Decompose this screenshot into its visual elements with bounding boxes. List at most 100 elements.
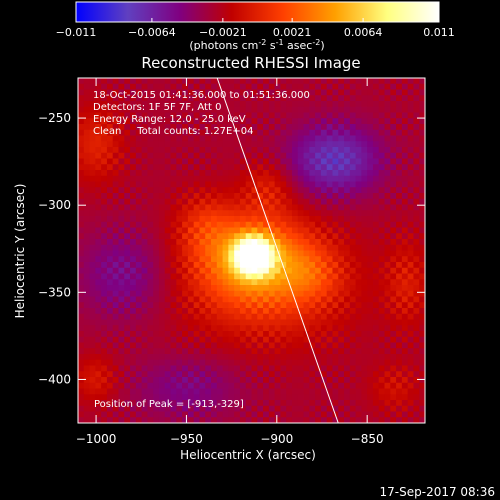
heatmap-cell — [101, 193, 108, 200]
heatmap-cell — [280, 411, 287, 418]
heatmap-cell — [83, 348, 91, 355]
heatmap-cell — [332, 417, 339, 423]
heatmap-cell — [407, 331, 415, 338]
heatmap-cell — [222, 204, 229, 211]
heatmap-cell — [407, 285, 415, 292]
heatmap-cell — [326, 290, 334, 298]
heatmap-cell — [297, 302, 305, 309]
heatmap-cell — [326, 198, 334, 206]
heatmap-cell — [251, 175, 258, 183]
heatmap-cell — [286, 365, 293, 372]
heatmap-cell — [291, 256, 299, 263]
heatmap-cell — [147, 348, 154, 355]
heatmap-cell — [291, 394, 299, 401]
heatmap-cell — [326, 308, 334, 315]
heatmap-cell — [124, 221, 131, 229]
heatmap-cell — [320, 354, 328, 361]
heatmap-cell — [372, 193, 380, 200]
heatmap-cell — [95, 325, 102, 332]
heatmap-cell — [211, 308, 218, 315]
heatmap-cell — [176, 106, 183, 114]
heatmap-cell — [309, 331, 316, 338]
heatmap-cell — [280, 250, 287, 257]
heatmap-cell — [407, 394, 415, 401]
heatmap-cell — [372, 296, 380, 303]
heatmap-cell — [89, 164, 96, 171]
heatmap-cell — [89, 342, 96, 349]
heatmap-cell — [280, 164, 287, 171]
heatmap-cell — [268, 365, 276, 372]
heatmap-cell — [367, 262, 374, 269]
heatmap-cell — [280, 193, 287, 200]
heatmap-cell — [101, 244, 108, 252]
heatmap-cell — [378, 336, 386, 344]
heatmap-cell — [78, 417, 85, 423]
heatmap-cell — [378, 193, 386, 200]
heatmap-cell — [390, 250, 397, 257]
heatmap-cell — [280, 221, 287, 229]
heatmap-cell — [390, 193, 397, 200]
heatmap-cell — [118, 181, 125, 188]
heatmap-cell — [205, 216, 212, 223]
heatmap-cell — [245, 331, 253, 338]
heatmap-cell — [349, 233, 357, 240]
heatmap-cell — [193, 78, 201, 85]
heatmap-cell — [83, 193, 91, 200]
heatmap-cell — [378, 256, 386, 263]
heatmap-cell — [222, 147, 229, 154]
heatmap-cell — [286, 359, 293, 367]
heatmap-cell — [251, 382, 258, 390]
heatmap-cell — [263, 273, 270, 280]
heatmap-cell — [291, 400, 299, 407]
heatmap-cell — [135, 124, 143, 131]
heatmap-cell — [378, 147, 386, 154]
heatmap-cell — [147, 187, 154, 194]
heatmap-cell — [251, 319, 258, 326]
heatmap-cell — [332, 118, 339, 125]
heatmap-cell — [124, 170, 131, 177]
heatmap-cell — [291, 158, 299, 165]
heatmap-cell — [141, 400, 148, 407]
heatmap-cell — [332, 388, 339, 395]
heatmap-cell — [297, 101, 305, 108]
heatmap-cell — [158, 279, 166, 286]
heatmap-cell — [297, 371, 305, 378]
heatmap-cell — [83, 118, 91, 125]
heatmap-cell — [164, 181, 172, 188]
heatmap-cell — [147, 267, 154, 275]
heatmap-cell — [401, 417, 409, 423]
heatmap-cell — [407, 388, 415, 395]
heatmap-cell — [112, 262, 120, 269]
heatmap-cell — [187, 78, 195, 85]
heatmap-cell — [83, 181, 91, 188]
heatmap-cell — [83, 204, 91, 211]
heatmap-cell — [216, 216, 224, 223]
heatmap-cell — [182, 147, 189, 154]
heatmap-cell — [176, 216, 183, 223]
heatmap-cell — [390, 129, 397, 137]
heatmap-cell — [170, 233, 177, 240]
heatmap-cell — [297, 118, 305, 125]
heatmap-cell — [344, 325, 351, 332]
heatmap-cell — [216, 331, 224, 338]
heatmap-cell — [216, 152, 224, 160]
heatmap-cell — [187, 313, 195, 321]
heatmap-cell — [222, 336, 229, 344]
heatmap-cell — [141, 331, 148, 338]
heatmap-cell — [239, 244, 247, 252]
heatmap-cell — [419, 244, 425, 252]
heatmap-cell — [222, 198, 229, 206]
heatmap-cell — [407, 319, 415, 326]
heatmap-cell — [170, 147, 177, 154]
heatmap-cell — [372, 382, 380, 390]
heatmap-cell — [419, 285, 425, 292]
heatmap-cell — [303, 394, 310, 401]
heatmap-cell — [274, 279, 282, 286]
heatmap-cell — [338, 78, 345, 85]
heatmap-cell — [95, 221, 102, 229]
heatmap-cell — [164, 83, 172, 91]
heatmap-cell — [193, 388, 201, 395]
heatmap-cell — [187, 382, 195, 390]
heatmap-cell — [78, 348, 85, 355]
heatmap-cell — [326, 365, 334, 372]
